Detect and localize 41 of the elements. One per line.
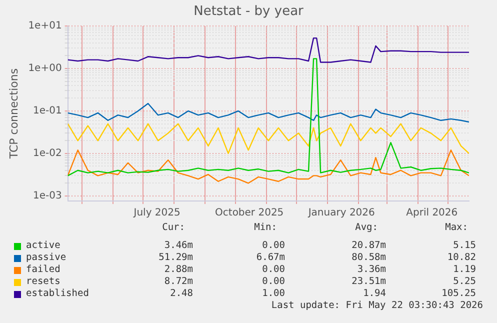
text: 6.67m: [256, 252, 285, 263]
x-tick-label: January 2026: [307, 208, 375, 219]
text: 23.51m: [352, 276, 386, 287]
text: 105.25: [442, 288, 476, 299]
text: 80.58m: [352, 252, 386, 263]
legend-label: established: [26, 288, 89, 299]
text: 20.87m: [352, 240, 386, 251]
text: 5.25: [453, 276, 476, 287]
text: 2.88m: [164, 264, 193, 275]
text: 51.29m: [158, 252, 193, 263]
text: 3.36m: [357, 264, 386, 275]
y-tick-label: 1e-02: [32, 148, 62, 160]
y-tick-label: 1e-03: [32, 190, 62, 202]
text: 0.00: [262, 240, 285, 251]
x-tick-label: April 2026: [406, 208, 458, 219]
legend-label: active: [26, 240, 60, 251]
text: 0.00: [262, 264, 285, 275]
text: 3.46m: [164, 240, 193, 251]
legend-label: failed: [26, 264, 60, 275]
text: 10.82: [447, 252, 476, 263]
text: 2.48: [170, 288, 193, 299]
x-tick-label: July 2025: [132, 208, 180, 219]
legend-label: resets: [26, 276, 60, 287]
chart-title: Netstat - by year: [192, 4, 304, 19]
text: 1.19: [453, 264, 476, 275]
text: Cur:: [162, 222, 185, 233]
text: Avg:: [355, 222, 378, 233]
text: Max:: [445, 222, 468, 233]
text: 0.00: [262, 276, 285, 287]
text: 5.15: [453, 240, 476, 251]
text: Last update: Fri May 22 03:30:43 2026: [271, 300, 483, 311]
text: 1.00: [262, 288, 285, 299]
text: Min:: [254, 222, 277, 233]
y-tick-label: 1e+01: [28, 20, 62, 32]
y-axis-title: TCP connections: [7, 68, 20, 160]
y-tick-label: 1e+00: [28, 63, 62, 74]
x-tick-label: October 2025: [215, 208, 284, 219]
text: 1.94: [363, 288, 386, 299]
legend-label: passive: [26, 252, 66, 263]
text: 8.72m: [164, 276, 193, 287]
y-tick-label: 1e-01: [32, 106, 62, 117]
